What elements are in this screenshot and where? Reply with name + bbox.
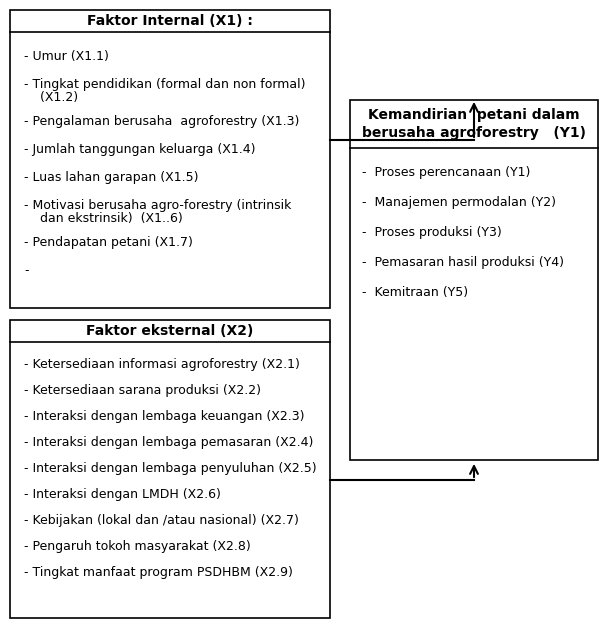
Text: - Luas lahan garapan (X1.5): - Luas lahan garapan (X1.5): [24, 171, 198, 184]
Text: - Tingkat manfaat program PSDHBM (X2.9): - Tingkat manfaat program PSDHBM (X2.9): [24, 566, 293, 579]
Text: Faktor Internal (X1) :: Faktor Internal (X1) :: [87, 14, 253, 28]
Bar: [10, 320, 330, 618]
Text: - Interaksi dengan LMDH (X2.6): - Interaksi dengan LMDH (X2.6): [24, 488, 221, 501]
Text: dan ekstrinsik)  (X1..6): dan ekstrinsik) (X1..6): [32, 212, 183, 225]
Text: -  Proses produksi (Y3): - Proses produksi (Y3): [362, 226, 502, 239]
Text: - Ketersediaan informasi agroforestry (X2.1): - Ketersediaan informasi agroforestry (X…: [24, 358, 300, 371]
Text: -  Pemasaran hasil produksi (Y4): - Pemasaran hasil produksi (Y4): [362, 256, 564, 269]
Text: -: -: [24, 264, 29, 277]
Text: (X1.2): (X1.2): [32, 91, 78, 104]
Text: - Pengaruh tokoh masyarakat (X2.8): - Pengaruh tokoh masyarakat (X2.8): [24, 540, 251, 553]
Text: - Ketersediaan sarana produksi (X2.2): - Ketersediaan sarana produksi (X2.2): [24, 384, 261, 397]
Text: - Jumlah tanggungan keluarga (X1.4): - Jumlah tanggungan keluarga (X1.4): [24, 143, 256, 156]
Text: -  Kemitraan (Y5): - Kemitraan (Y5): [362, 286, 468, 299]
Text: -  Proses perencanaan (Y1): - Proses perencanaan (Y1): [362, 166, 530, 179]
Text: Kemandirian  petani dalam
berusaha agroforestry   (Y1): Kemandirian petani dalam berusaha agrofo…: [362, 108, 586, 140]
Bar: [10, 10, 330, 308]
Text: - Pendapatan petani (X1.7): - Pendapatan petani (X1.7): [24, 236, 193, 249]
Text: - Kebijakan (lokal dan /atau nasional) (X2.7): - Kebijakan (lokal dan /atau nasional) (…: [24, 514, 299, 527]
Text: - Interaksi dengan lembaga keuangan (X2.3): - Interaksi dengan lembaga keuangan (X2.…: [24, 410, 304, 423]
Text: - Interaksi dengan lembaga pemasaran (X2.4): - Interaksi dengan lembaga pemasaran (X2…: [24, 436, 314, 449]
Text: - Pengalaman berusaha  agroforestry (X1.3): - Pengalaman berusaha agroforestry (X1.3…: [24, 115, 300, 128]
Text: - Umur (X1.1): - Umur (X1.1): [24, 50, 109, 63]
Text: - Interaksi dengan lembaga penyuluhan (X2.5): - Interaksi dengan lembaga penyuluhan (X…: [24, 462, 317, 475]
Text: - Tingkat pendidikan (formal dan non formal): - Tingkat pendidikan (formal dan non for…: [24, 78, 306, 91]
Text: -  Manajemen permodalan (Y2): - Manajemen permodalan (Y2): [362, 196, 556, 209]
Text: - Motivasi berusaha agro-forestry (intrinsik: - Motivasi berusaha agro-forestry (intri…: [24, 199, 292, 212]
Text: Faktor eksternal (X2): Faktor eksternal (X2): [86, 324, 254, 338]
Bar: [350, 100, 598, 460]
